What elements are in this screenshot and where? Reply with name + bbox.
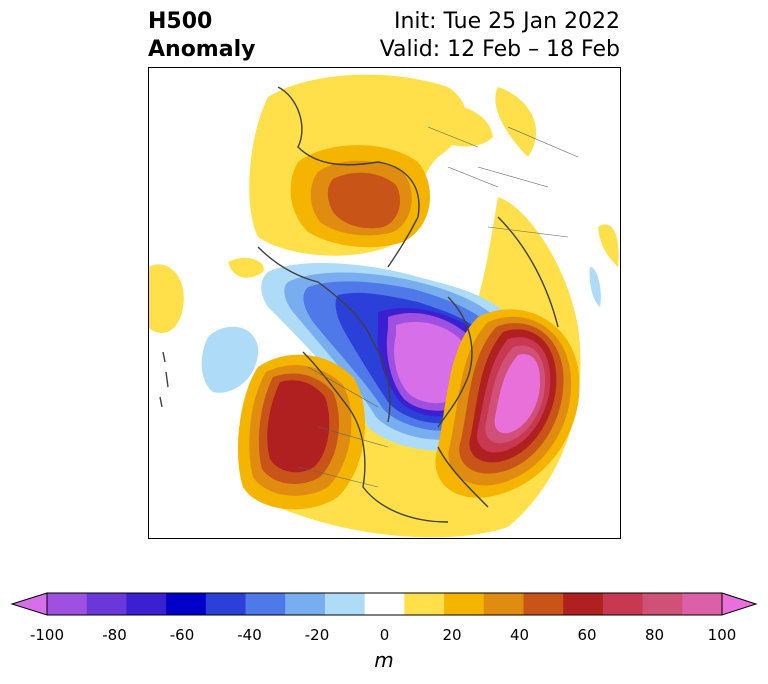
colorbar-segment xyxy=(444,593,485,615)
init-date: Init: Tue 25 Jan 2022 xyxy=(393,9,620,34)
map-frame xyxy=(148,67,621,539)
colorbar-tick-label: 100 xyxy=(707,626,737,644)
title-line-2: Anomaly xyxy=(148,37,256,62)
colorbar xyxy=(10,592,758,616)
colorbar-segment xyxy=(86,593,127,615)
colorbar-segment xyxy=(682,593,723,615)
positive-anomaly-west xyxy=(238,354,365,510)
positive-anomaly-atlantic xyxy=(435,309,580,498)
colorbar-tick-label: -20 xyxy=(304,626,330,644)
colorbar-tick-label: 20 xyxy=(442,626,462,644)
colorbar-segment xyxy=(523,593,564,615)
colorbar-tick-label: -100 xyxy=(29,626,65,644)
map-title: H500 Anomaly xyxy=(148,8,255,64)
colorbar-segment xyxy=(404,593,445,615)
colorbar-segment xyxy=(285,593,326,615)
map-dates: Init: Tue 25 Jan 2022 Valid: 12 Feb – 18… xyxy=(380,8,620,64)
colorbar-segment xyxy=(483,593,524,615)
colorbar-segment xyxy=(205,593,247,615)
colorbar-segment xyxy=(166,593,207,615)
colorbar-segment xyxy=(563,593,604,615)
colorbar-segment xyxy=(47,593,88,615)
positive-anomaly-north xyxy=(290,145,430,248)
colorbar-tick-label: -40 xyxy=(237,626,262,644)
unit-label: m xyxy=(374,648,394,672)
title-line-1: H500 xyxy=(148,9,213,34)
colorbar-tick-label: 60 xyxy=(577,626,597,644)
colorbar-tick-label: 40 xyxy=(509,626,530,644)
colorbar-arrow-low xyxy=(10,592,48,616)
colorbar-segment xyxy=(364,593,405,615)
coastlines xyxy=(159,86,559,523)
colorbar-tick-label: 0 xyxy=(379,626,390,644)
valid-date: Valid: 12 Feb – 18 Feb xyxy=(379,37,620,62)
colorbar-arrow-high xyxy=(721,592,758,616)
colorbar-segment xyxy=(642,593,683,615)
colorbar-tick-label: 80 xyxy=(644,626,665,644)
colorbar-segment xyxy=(126,593,167,615)
colorbar-segment xyxy=(602,593,644,615)
colorbar-tick-label: -80 xyxy=(102,626,127,644)
colorbar-tick-label: -60 xyxy=(169,626,195,644)
colorbar-segment xyxy=(324,593,366,615)
colorbar-outline xyxy=(46,592,723,616)
anomaly-map xyxy=(148,67,621,539)
colorbar-segment xyxy=(245,593,286,615)
borders xyxy=(297,126,579,488)
